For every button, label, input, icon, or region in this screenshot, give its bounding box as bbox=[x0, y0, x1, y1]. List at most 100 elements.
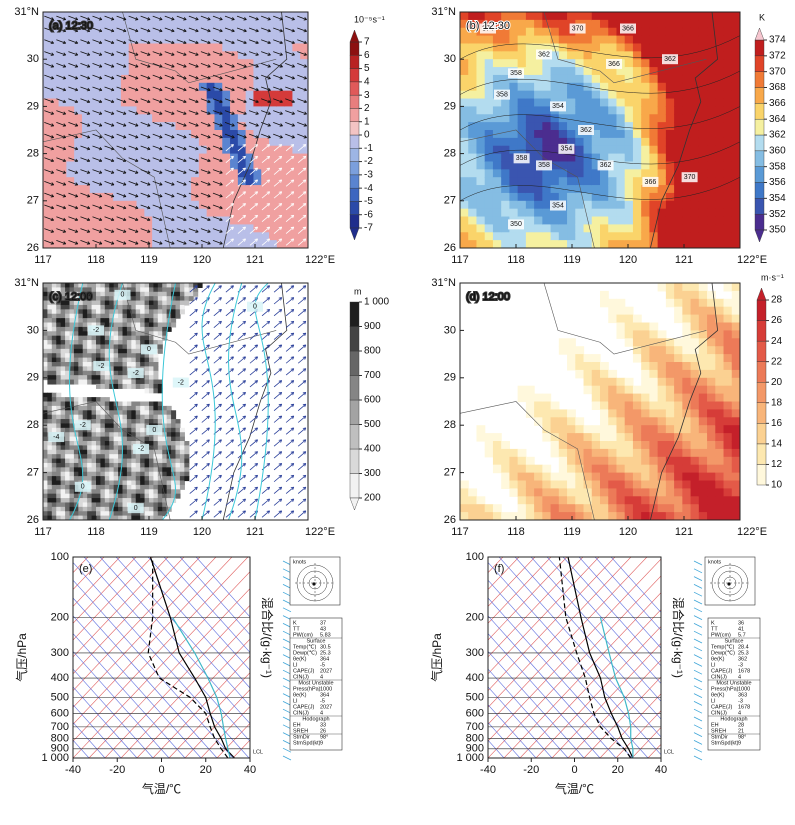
wind-arrow bbox=[237, 238, 246, 246]
field-cell bbox=[43, 322, 49, 328]
wind-arrow bbox=[297, 144, 307, 152]
field-cell bbox=[641, 200, 651, 210]
field-cell bbox=[152, 185, 161, 194]
wind-arrow-head bbox=[171, 205, 175, 210]
field-cell bbox=[131, 414, 137, 420]
field-cell bbox=[122, 493, 128, 499]
field-cell bbox=[135, 296, 141, 302]
field-cell bbox=[641, 98, 651, 107]
field-cell bbox=[476, 59, 486, 68]
wind-arrow bbox=[44, 192, 54, 197]
colorbar-tick-label: 364 bbox=[769, 114, 786, 125]
field-cell bbox=[109, 493, 115, 499]
wind-arrow bbox=[152, 133, 163, 138]
wind-arrow-head bbox=[183, 182, 187, 186]
field-cell bbox=[632, 114, 642, 123]
wind-arrow-head bbox=[267, 28, 271, 33]
field-cell bbox=[113, 353, 119, 359]
field-cell bbox=[159, 145, 169, 155]
field-cell bbox=[97, 90, 106, 100]
field-cell bbox=[73, 335, 79, 341]
field-cell bbox=[517, 35, 527, 45]
field-cell bbox=[525, 82, 535, 92]
field-cell bbox=[162, 432, 168, 438]
wind-arrow bbox=[56, 181, 66, 186]
wind-arrow-head bbox=[147, 40, 151, 45]
field-cell bbox=[144, 357, 150, 363]
field-cell bbox=[534, 82, 543, 92]
field-cell bbox=[65, 300, 71, 306]
field-cell bbox=[460, 122, 469, 131]
field-cell bbox=[542, 177, 552, 186]
field-cell bbox=[276, 106, 286, 115]
field-cell bbox=[237, 74, 247, 84]
field-cell bbox=[74, 216, 83, 225]
colorbar-tick-label: -5 bbox=[364, 196, 373, 207]
field-cell bbox=[558, 90, 568, 100]
field-cell bbox=[542, 122, 552, 131]
field-cell bbox=[144, 405, 150, 411]
field-cell bbox=[632, 240, 642, 248]
field-cell bbox=[73, 331, 79, 337]
field-cell bbox=[715, 232, 725, 241]
field-cell bbox=[492, 185, 502, 194]
field-cell bbox=[113, 51, 122, 60]
field-cell bbox=[122, 340, 128, 346]
field-cell bbox=[550, 130, 560, 139]
field-cell bbox=[162, 335, 168, 341]
wind-arrow bbox=[273, 463, 282, 471]
wind-arrow bbox=[92, 98, 103, 103]
field-cell bbox=[509, 43, 519, 52]
field-cell bbox=[113, 432, 119, 438]
field-cell bbox=[91, 419, 97, 425]
field-cell bbox=[167, 90, 177, 100]
field-cell bbox=[558, 27, 568, 37]
field-cell bbox=[550, 19, 560, 29]
field-cell bbox=[82, 502, 88, 508]
field-cell bbox=[253, 185, 262, 194]
wind-arrow bbox=[201, 474, 210, 483]
wind-arrow-head bbox=[159, 111, 163, 115]
field-cell bbox=[261, 137, 270, 147]
wind-arrow-head bbox=[147, 87, 151, 92]
wind-arrow-head bbox=[135, 146, 139, 151]
field-cell bbox=[600, 185, 609, 194]
field-cell bbox=[91, 449, 97, 455]
field-cell bbox=[484, 59, 494, 68]
field-cell bbox=[723, 240, 733, 248]
field-cell bbox=[476, 114, 486, 123]
field-cell bbox=[126, 414, 132, 420]
field-cell bbox=[87, 449, 93, 455]
field-cell bbox=[104, 467, 110, 473]
field-cell bbox=[674, 106, 683, 115]
wind-arrow-head bbox=[219, 52, 223, 56]
contour-label: 362 bbox=[538, 51, 550, 58]
wind-arrow-head bbox=[135, 229, 139, 233]
field-cell bbox=[175, 291, 181, 297]
field-cell bbox=[51, 366, 57, 372]
field-cell bbox=[731, 177, 740, 186]
field-cell bbox=[624, 169, 634, 178]
wind-arrow bbox=[261, 98, 271, 103]
field-cell bbox=[157, 344, 163, 350]
field-cell bbox=[122, 436, 128, 442]
field-cell bbox=[624, 114, 634, 123]
field-cell bbox=[135, 348, 141, 354]
wind-arrow bbox=[80, 169, 90, 174]
field-cell bbox=[96, 296, 102, 302]
field-cell bbox=[284, 240, 294, 248]
field-cell bbox=[198, 161, 208, 170]
field-cell bbox=[97, 208, 106, 218]
wind-arrow bbox=[224, 122, 235, 127]
field-cell bbox=[690, 82, 700, 92]
field-cell bbox=[591, 19, 601, 29]
field-cell bbox=[109, 370, 115, 376]
field-cell bbox=[135, 493, 141, 499]
field-cell bbox=[153, 511, 159, 517]
field-cell bbox=[167, 12, 177, 21]
wind-arrow-head bbox=[219, 17, 223, 21]
field-cell bbox=[91, 414, 97, 420]
field-cell bbox=[591, 177, 601, 186]
field-cell bbox=[657, 19, 667, 29]
field-cell bbox=[191, 200, 200, 210]
